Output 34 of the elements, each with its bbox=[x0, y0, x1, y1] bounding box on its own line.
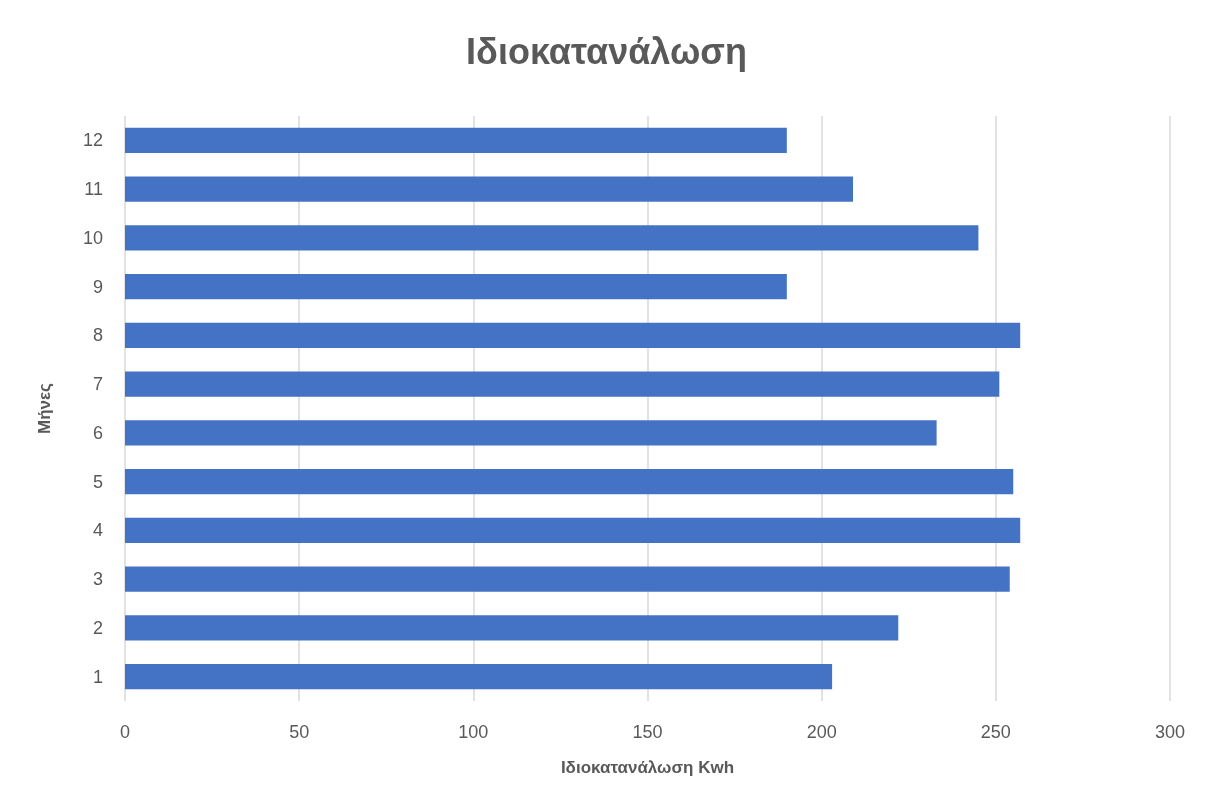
bar bbox=[125, 273, 787, 300]
x-tick-label: 100 bbox=[458, 722, 489, 742]
x-tick-label: 200 bbox=[806, 722, 837, 742]
bar bbox=[125, 517, 1021, 544]
y-tick-label: 12 bbox=[82, 130, 103, 151]
bar bbox=[125, 176, 854, 202]
y-tick-label: 11 bbox=[84, 179, 103, 200]
bar bbox=[125, 420, 937, 446]
y-tick-label: 4 bbox=[92, 520, 103, 541]
y-axis-title: Μήνες bbox=[35, 382, 54, 434]
bar bbox=[125, 615, 899, 641]
y-tick-label: 6 bbox=[92, 422, 103, 443]
x-tick-label: 0 bbox=[119, 722, 131, 742]
bar bbox=[125, 127, 787, 154]
x-tick-label: 250 bbox=[980, 722, 1011, 742]
x-tick-label: 50 bbox=[289, 722, 310, 742]
y-tick-label: 8 bbox=[92, 325, 103, 346]
y-tick-label: 9 bbox=[92, 276, 103, 297]
x-tick-label: 150 bbox=[632, 722, 663, 742]
bar bbox=[125, 322, 1021, 349]
bar bbox=[125, 225, 979, 251]
y-tick-label: 5 bbox=[92, 471, 103, 492]
bar bbox=[125, 468, 1014, 495]
y-tick-label: 1 bbox=[92, 666, 103, 687]
bar bbox=[125, 371, 1000, 397]
bar bbox=[125, 663, 833, 690]
y-tick-label: 10 bbox=[82, 227, 103, 248]
bar bbox=[125, 566, 1010, 592]
y-tick-label: 7 bbox=[92, 374, 103, 395]
x-axis-title: Ιδιοκατανάλωση Kwh bbox=[560, 758, 735, 777]
y-tick-label: 2 bbox=[92, 617, 103, 638]
y-tick-label: 3 bbox=[92, 569, 103, 590]
chart-title: Ιδιοκατανάλωση bbox=[466, 30, 747, 72]
x-tick-label: 300 bbox=[1154, 722, 1186, 742]
